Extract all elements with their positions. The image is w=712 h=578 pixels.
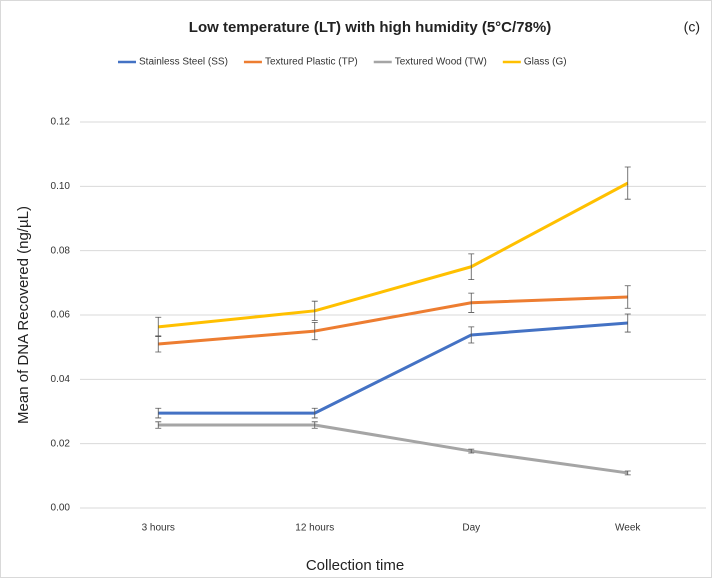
y-tick-label: 0.00 [51, 503, 71, 514]
error-bar [155, 421, 162, 429]
error-bar [468, 448, 475, 454]
y-tick-label: 0.04 [51, 374, 71, 385]
y-tick-label: 0.06 [51, 310, 71, 321]
error-bar [311, 300, 318, 321]
legend-label: Glass (G) [524, 57, 567, 68]
error-bar [624, 166, 631, 200]
y-tick-label: 0.12 [51, 117, 71, 128]
error-bar [311, 421, 318, 429]
series-line [158, 423, 628, 475]
y-tick-label: 0.02 [51, 438, 71, 449]
x-tick-label: 3 hours [142, 523, 175, 534]
panel-label: (c) [684, 19, 700, 35]
error-bar [468, 326, 475, 344]
series-line [158, 321, 628, 415]
series-line [158, 295, 628, 346]
y-tick-label: 0.08 [51, 245, 71, 256]
error-bar [155, 316, 162, 337]
legend-label: Stainless Steel (SS) [139, 57, 228, 68]
x-tick-label: 12 hours [295, 523, 334, 534]
legend-label: Textured Plastic (TP) [265, 57, 358, 68]
y-axis-label: Mean of DNA Recovered (ng/µL) [15, 206, 32, 424]
y-tick-label: 0.10 [51, 181, 71, 192]
error-bar [624, 470, 631, 476]
x-axis-label: Collection time [306, 557, 404, 574]
x-tick-label: Day [462, 523, 480, 534]
error-bar [311, 321, 318, 341]
series-line [158, 181, 629, 329]
error-bar [468, 253, 475, 281]
x-tick-label: Week [615, 523, 641, 534]
error-bar [155, 407, 162, 419]
error-bar [468, 292, 475, 313]
error-bar [624, 313, 631, 333]
chart-title: Low temperature (LT) with high humidity … [189, 19, 551, 36]
legend-label: Textured Wood (TW) [395, 57, 487, 68]
error-bar [311, 407, 318, 419]
error-bar [624, 285, 631, 309]
